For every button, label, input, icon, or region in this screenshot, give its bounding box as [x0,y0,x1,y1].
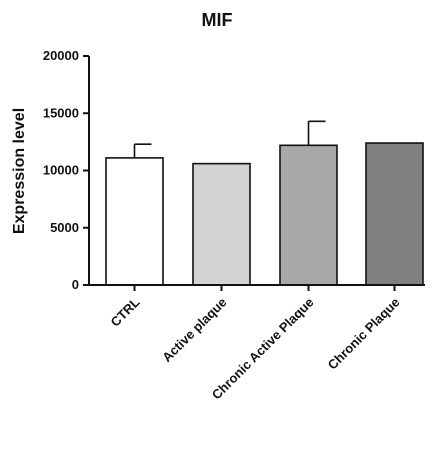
y-tick-label-4: 20000 [43,48,79,63]
x-tick-label-3: Chronic Active Plaque [209,295,317,403]
bar-2 [192,162,251,286]
bars-group [105,142,424,286]
chart-title: MIF [202,10,233,30]
x-tick-label-2: Active plaque [159,295,229,365]
y-tick-label-3: 15000 [43,105,79,120]
y-tick-label-2: 10000 [43,163,79,178]
bar-4 [365,142,424,286]
y-axis-label: Expression level [11,108,28,234]
y-tick-label-0: 0 [72,277,79,292]
y-axis-ticks: 0 5000 10000 15000 20000 [43,48,89,292]
x-tick-label-1: CTRL [107,294,142,329]
x-tick-label-4: Chronic Plaque [325,295,403,373]
error-bars-group [133,120,326,158]
bar-1 [105,157,164,286]
bar-3 [279,144,338,286]
y-tick-label-1: 5000 [50,220,79,235]
